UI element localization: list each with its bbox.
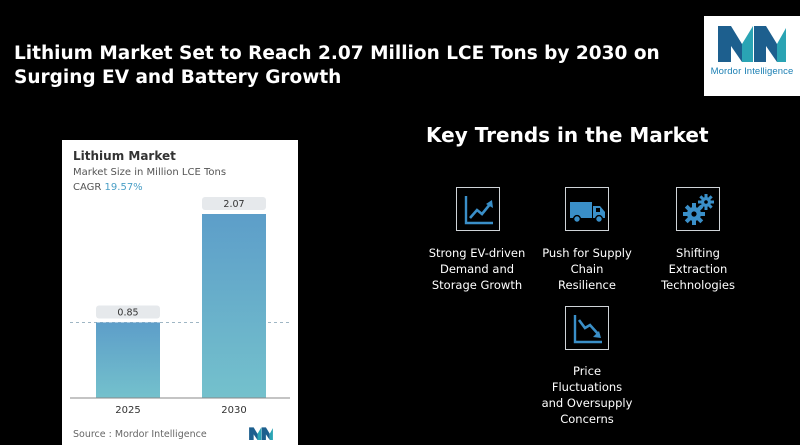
trend-label-price: Price Fluctuations and Oversupply Concer…	[541, 364, 633, 426]
data-label-2025: 0.85	[117, 307, 138, 318]
mini-logo-icon	[249, 427, 273, 440]
logo-text: Mordor Intelligence	[710, 66, 794, 77]
trend-label-ev-demand: Strong EV-driven Demand and Storage Grow…	[428, 246, 526, 292]
trend-label-extraction: Shifting Extraction Technologies	[661, 246, 735, 292]
data-label-bg-2030	[202, 197, 266, 210]
cagr-text: CAGR 19.57%	[73, 182, 143, 193]
gears-icon	[676, 187, 720, 231]
x-tick-label-2030: 2030	[221, 405, 246, 416]
cagr-label: CAGR	[73, 182, 102, 193]
chart-title: Lithium Market	[73, 149, 176, 163]
brand-logo: Mordor Intelligence	[704, 16, 800, 96]
truck-icon	[565, 187, 609, 231]
trends-title: Key Trends in the Market	[426, 123, 709, 147]
trend-label-supply-chain: Push for Supply Chain Resilience	[542, 246, 632, 292]
data-label-2030: 2.07	[223, 199, 244, 210]
mordor-logo-icon	[718, 26, 786, 62]
growth-chart-icon	[456, 187, 500, 231]
page-title: Lithium Market Set to Reach 2.07 Million…	[14, 43, 660, 88]
bar-chart: 0.85 2025 2.07 2030	[70, 197, 290, 416]
decline-chart-icon	[565, 306, 609, 350]
source-note: Source : Mordor Intelligence	[73, 429, 207, 440]
chart-panel: 0.85 2025 2.07 2030 Lithium Market Market S…	[62, 140, 298, 445]
chart-subtitle: Market Size in Million LCE Tons	[73, 167, 227, 178]
cagr-value: 19.57%	[104, 182, 143, 193]
bar-2025	[96, 322, 160, 398]
data-label-bg-2025	[96, 305, 160, 319]
bar-2030	[202, 214, 266, 398]
x-tick-label-2025: 2025	[115, 405, 140, 416]
